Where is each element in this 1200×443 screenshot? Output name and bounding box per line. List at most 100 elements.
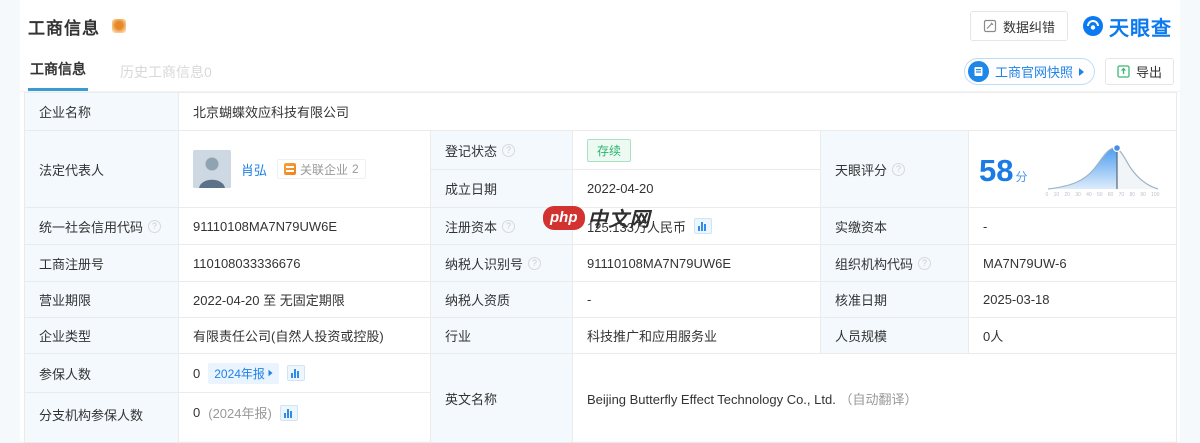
approval-date-label-cell: 核准日期 [820,281,969,318]
biz-term-value-cell: 2022-04-20 至 无固定期限 [178,281,431,318]
table-row: 统一社会信用代码? 91110108MA7N79UW6E 注册资本? 125.1… [24,207,1178,245]
snapshot-icon [967,61,989,82]
reg-number-value: 110108033336676 [193,255,301,271]
reg-status-label-cell: 登记状态? [430,130,573,170]
capital-chart-icon[interactable] [694,218,712,234]
biz-term-label-cell: 营业期限 [24,281,179,318]
field-label: 工商注册号 [39,256,105,272]
score-value: 58 [979,152,1014,188]
branch-insured-value: 0 [193,405,201,420]
help-icon[interactable]: ? [148,219,162,233]
business-info-table: 企业名称 北京蝴蝶效应科技有限公司 法定代表人 肖弘 关联企业 2 [24,92,1178,443]
est-date-label-cell: 成立日期 [430,169,573,208]
table-row: 成立日期 2022-04-20 [25,169,1177,208]
company-name-value: 北京蝴蝶效应科技有限公司 [193,105,350,120]
english-name-label-cell: 英文名称 [430,353,573,443]
branch-insured-value-cell: 0 (2024年报) [178,392,431,443]
help-icon[interactable]: ? [502,219,516,233]
paid-capital-label-cell: 实缴资本 [820,207,969,245]
legal-rep-label-cell: 法定代表人 [24,130,179,208]
legal-rep-avatar[interactable] [193,150,231,188]
branch-insured-chart-icon[interactable] [279,404,298,421]
table-row: 营业期限 2022-04-20 至 无固定期限 纳税人资质 - 核准日期 202… [24,281,1178,318]
tab-bar: 工商信息 历史工商信息0 工商官网快照 导出 [20,52,1180,92]
score-axis-ticks: 0 10 20 30 40 50 60 70 80 90 100 [1045,191,1160,198]
branch-insured-label-cell: 分支机构参保人数 [24,392,179,443]
branch-insured-note: (2024年报) [208,406,272,421]
company-type-value-cell: 有限责任公司(自然人投资或控股) [178,317,431,354]
reg-number-label-cell: 工商注册号 [24,244,179,282]
table-row: 参保人数 0 2024年报 英文名称 Beijing Butterfly Eff… [24,353,1178,443]
table-row: 工商注册号 110108033336676 纳税人识别号? 91110108MA… [24,244,1178,282]
reg-capital-value-cell: 125.133万人民币 [572,207,821,245]
score-distribution-chart[interactable]: 0 10 20 30 40 50 60 70 80 90 100 [1044,142,1162,199]
tianyancha-logo[interactable]: 天眼查 [1082,12,1174,41]
business-info-card: 工商信息 数据纠错 天眼查 [20,0,1180,443]
field-label: 营业期限 [39,293,92,308]
industry-value-cell: 科技推广和应用服务业 [572,317,821,354]
table-row: 企业类型 有限责任公司(自然人投资或控股) 行业 科技推广和应用服务业 人员规模… [24,317,1178,354]
tabs: 工商信息 历史工商信息0 [28,52,214,91]
field-label: 登记状态 [445,143,498,159]
english-name-value-cell: Beijing Butterfly Effect Technology Co.,… [571,353,1178,443]
field-label: 核准日期 [835,293,888,308]
field-label: 参保人数 [39,366,92,382]
org-code-value: MA7N79UW-6 [983,255,1067,271]
company-name-value-cell: 北京蝴蝶效应科技有限公司 [177,92,1178,131]
field-label: 统一社会信用代码 [39,219,144,235]
related-companies-label: 关联企业 [300,162,349,177]
english-name-value: Beijing Butterfly Effect Technology Co.,… [587,391,836,407]
seal-icon [112,19,126,33]
taxpayer-quals-value-cell: - [572,281,821,318]
field-label: 企业名称 [39,105,92,120]
field-label: 实缴资本 [835,219,888,235]
field-label: 天眼评分 [835,162,888,178]
paid-capital-value-cell: - [967,207,1178,245]
field-label: 成立日期 [445,182,498,197]
tab-business-info[interactable]: 工商信息 [28,48,88,91]
annual-report-badge[interactable]: 2024年报 [208,362,279,384]
tab-history-business-info[interactable]: 历史工商信息0 [120,64,212,80]
related-companies-icon [284,163,297,175]
export-button[interactable]: 导出 [1104,58,1174,85]
credit-code-label-cell: 统一社会信用代码? [24,207,179,245]
related-companies-badge[interactable]: 关联企业 2 [277,159,366,179]
help-icon[interactable]: ? [918,256,932,270]
related-companies-count: 2 [352,162,359,176]
legal-rep-name-link[interactable]: 肖弘 [241,162,268,178]
org-code-label-cell: 组织机构代码? [820,244,969,282]
company-type-value: 有限责任公司(自然人投资或控股) [193,329,384,344]
field-label: 分支机构参保人数 [39,408,144,423]
reg-number-value-cell: 110108033336676 [178,244,431,282]
company-type-label-cell: 企业类型 [24,317,179,354]
reg-capital-value: 125.133万人民币 [587,219,686,235]
tianyancha-eye-icon [1082,15,1104,37]
field-label: 企业类型 [39,329,92,344]
reg-status-value-cell: 存续 [572,130,821,170]
help-icon[interactable]: ? [892,162,906,176]
approval-date-value: 2025-03-18 [983,292,1050,307]
auto-translate-note: （自动翻译） [839,391,918,407]
help-icon[interactable]: ? [502,143,516,157]
table-row: 企业名称 北京蝴蝶效应科技有限公司 [24,92,1178,131]
tianyancha-logo-text: 天眼查 [1109,17,1172,40]
taxpayer-id-value: 91110108MA7N79UW6E [587,255,732,271]
official-snapshot-label: 工商官网快照 [994,65,1073,80]
help-icon[interactable]: ? [528,256,542,270]
taxpayer-quals-value: - [587,292,592,307]
data-correction-label: 数据纠错 [1002,19,1055,35]
credit-code-value-cell: 91110108MA7N79UW6E [178,207,431,245]
official-snapshot-button[interactable]: 工商官网快照 [963,58,1095,85]
insured-chart-icon[interactable] [286,365,305,381]
paid-capital-value: - [983,218,988,234]
field-label: 注册资本 [445,219,498,235]
edit-document-icon [983,19,997,33]
industry-value: 科技推广和应用服务业 [587,329,718,344]
table-row: 分支机构参保人数 0 (2024年报) [24,392,1177,443]
title-wrap: 工商信息 [28,14,126,39]
insured-count-label-cell: 参保人数 [24,353,179,393]
reg-capital-label-cell: 注册资本? [430,207,573,245]
data-correction-button[interactable]: 数据纠错 [969,11,1068,41]
field-label: 纳税人识别号 [445,256,524,272]
score-unit: 分 [1015,169,1028,184]
